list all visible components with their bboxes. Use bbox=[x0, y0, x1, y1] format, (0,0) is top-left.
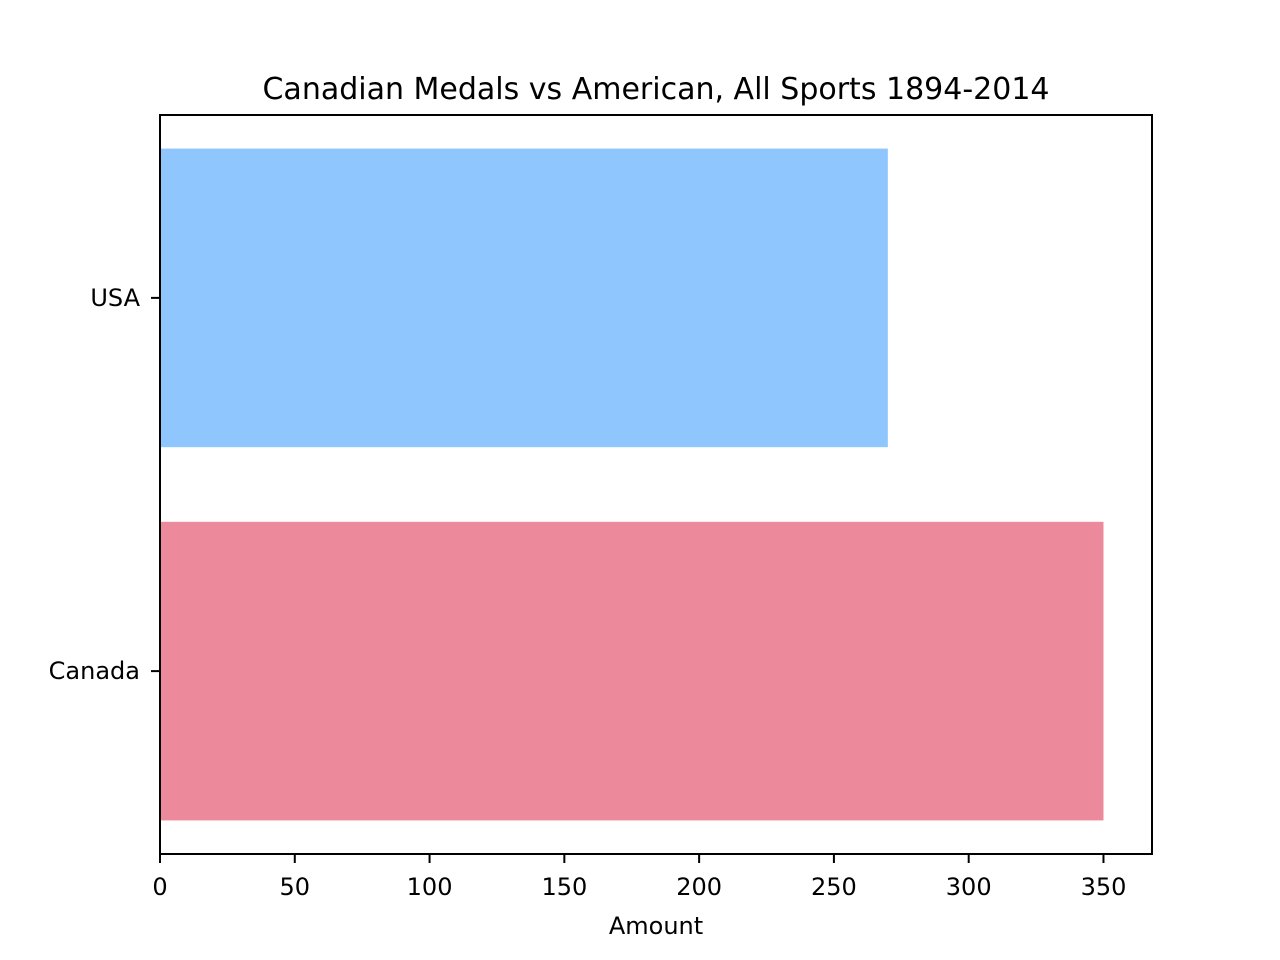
x-tick-label: 250 bbox=[811, 873, 857, 901]
bars-group bbox=[160, 148, 1104, 821]
plot-area-frame bbox=[159, 114, 1153, 855]
bar-usa bbox=[160, 148, 888, 448]
x-tick-label: 100 bbox=[407, 873, 453, 901]
bar-canada bbox=[160, 521, 1104, 821]
x-tick-label: 150 bbox=[541, 873, 587, 901]
x-tick-label: 300 bbox=[946, 873, 992, 901]
x-axis: 0 50 100 150 200 250 300 350 bbox=[152, 854, 1126, 901]
chart-title: Canadian Medals vs American, All Sports … bbox=[262, 72, 1049, 107]
y-tick-label: USA bbox=[90, 284, 140, 312]
x-tick-label: 200 bbox=[676, 873, 722, 901]
x-tick-label: 0 bbox=[152, 873, 167, 901]
x-tick-label: 350 bbox=[1081, 873, 1127, 901]
x-axis-label: Amount bbox=[609, 912, 703, 940]
y-tick-label: Canada bbox=[49, 657, 140, 685]
x-tick-label: 50 bbox=[280, 873, 311, 901]
y-axis: Canada USA bbox=[49, 284, 160, 685]
